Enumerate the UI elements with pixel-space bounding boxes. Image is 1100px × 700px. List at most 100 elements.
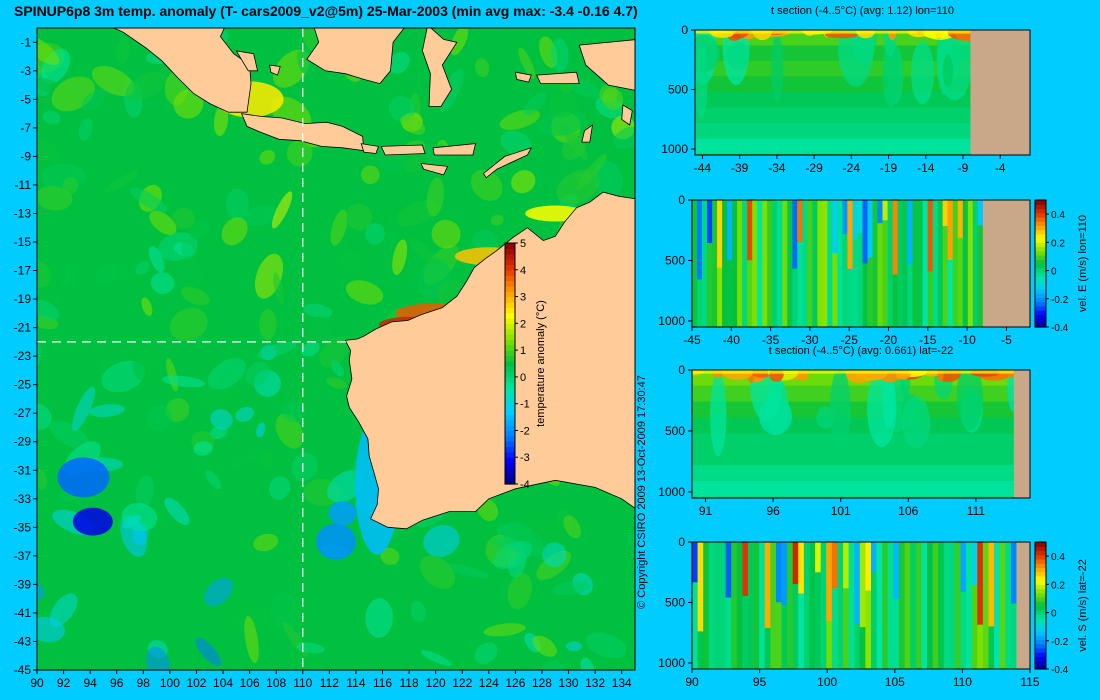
section-depth-band	[692, 480, 1014, 497]
section-velocity-column	[882, 200, 889, 327]
copyright-text: © Copyright CSIRO 2009 13-Oct-2009 17:30…	[636, 375, 648, 609]
map-eddy	[78, 117, 93, 141]
map-eddy	[624, 531, 635, 545]
colorbar-step	[505, 398, 515, 405]
section-velocity-jet	[865, 542, 872, 591]
map-eddy	[146, 646, 171, 670]
colorbar-step	[505, 301, 515, 308]
map-eddy	[380, 547, 400, 566]
map-eddy	[37, 260, 52, 288]
sulawesi-island	[421, 28, 458, 107]
map-eddy	[253, 533, 279, 552]
section-cold-patch	[770, 33, 784, 103]
map-y-tick-label: -31	[14, 463, 32, 477]
map-eddy	[403, 156, 422, 173]
section-x-tick-label: -30	[801, 333, 819, 347]
colorbar-frame	[504, 242, 516, 485]
map-eddy	[474, 642, 498, 665]
colorbar-step	[505, 323, 515, 330]
section-velocity-column	[842, 200, 848, 327]
section-x-tick-label: -4	[995, 161, 1006, 175]
section-x-tick-label: 106	[898, 504, 918, 518]
colorbar-step	[1035, 584, 1046, 590]
colorbar-step	[505, 275, 515, 282]
map-anomaly-feature	[328, 501, 357, 526]
map-eddy	[549, 92, 578, 118]
colorbar-label: vel. S (m/s) lat=-22	[1077, 559, 1089, 652]
section-depth-band	[692, 433, 1014, 450]
map-eddy	[47, 266, 65, 294]
section-y-tick-label: 0	[678, 363, 685, 377]
section-velocity-column	[692, 542, 699, 669]
map-eddy	[280, 400, 307, 423]
map-eddy	[300, 341, 320, 357]
map-eddy	[338, 250, 363, 274]
section-2-colorbar: 0.4 0.2 0 -0.2 -0.4 vel. E (m/s) lon=110	[1034, 199, 1089, 334]
section-x-tick-label: 90	[685, 675, 699, 689]
section-velocity-column	[736, 542, 743, 669]
colorbar-step	[505, 248, 515, 255]
section-velocity-jet	[852, 200, 859, 240]
section-y-tick-label: 1000	[658, 314, 685, 328]
map-x-tick-label: 100	[160, 676, 180, 690]
section-x-tick-label: 101	[831, 504, 851, 518]
section-velocity-jet	[988, 542, 995, 627]
colorbar-step	[1035, 554, 1046, 560]
section-velocity-column	[831, 542, 839, 669]
section-velocity-jet	[832, 200, 838, 254]
colorbar-frame	[1034, 199, 1047, 328]
map-y-tick-label: -33	[14, 492, 32, 506]
map-eddy	[346, 280, 384, 305]
map-y-tick-label: -35	[14, 520, 32, 534]
section-velocity-column	[904, 542, 911, 669]
map-x-tick-label: 92	[57, 676, 71, 690]
map-eddy	[169, 307, 208, 342]
section-velocity-column	[712, 200, 718, 327]
colorbar-step	[505, 328, 515, 335]
section-velocity-jet	[717, 200, 723, 268]
colorbar-step	[1035, 558, 1046, 564]
colorbar-step	[505, 355, 515, 362]
section-velocity-column	[807, 200, 813, 327]
colorbar-step	[505, 339, 515, 346]
map-eddy	[175, 261, 204, 292]
colorbar-tick-label: 0.2	[1051, 580, 1065, 591]
section-velocity-column	[781, 542, 788, 669]
section-velocity-column	[802, 200, 808, 327]
colorbar-step	[1035, 276, 1046, 282]
section-x-tick-label: -40	[723, 333, 741, 347]
section-velocity-column	[942, 200, 949, 327]
section-velocity-jet	[792, 542, 799, 585]
section-x-tick-label: 110	[953, 675, 972, 689]
colorbar-step	[1035, 613, 1046, 619]
map-eddy	[439, 68, 464, 112]
map-eddy	[125, 71, 167, 102]
section-velocity-column	[727, 200, 733, 327]
map-eddy	[259, 149, 276, 165]
map-eddy	[270, 591, 298, 632]
map-x-tick-label: 90	[30, 676, 44, 690]
map-eddy	[303, 303, 333, 318]
map-eddy	[291, 452, 318, 482]
section-velocity-column	[994, 542, 1001, 669]
section-velocity-column	[820, 542, 827, 669]
section-velocity-jet	[697, 200, 703, 280]
map-x-tick-label: 132	[585, 676, 605, 690]
section-x-tick-label: -15	[919, 333, 937, 347]
map-eddy	[37, 583, 45, 600]
colorbar-step	[505, 457, 515, 464]
colorbar-step	[505, 462, 515, 469]
section-velocity-jet	[842, 200, 848, 235]
map-y-tick-label: -21	[14, 321, 32, 335]
section-cold-patch	[829, 370, 851, 451]
map-eddy	[37, 138, 61, 163]
section-x-tick-label: -20	[880, 333, 898, 347]
section-y-tick-label: 500	[668, 83, 688, 97]
colorbar-step	[1035, 208, 1046, 214]
sumatra-island	[112, 28, 252, 113]
colorbar-step	[1035, 643, 1046, 649]
section-velocity-column	[757, 200, 763, 327]
section-velocity-column	[832, 200, 838, 327]
section-velocity-jet	[971, 542, 978, 585]
colorbar-step	[1035, 233, 1046, 239]
